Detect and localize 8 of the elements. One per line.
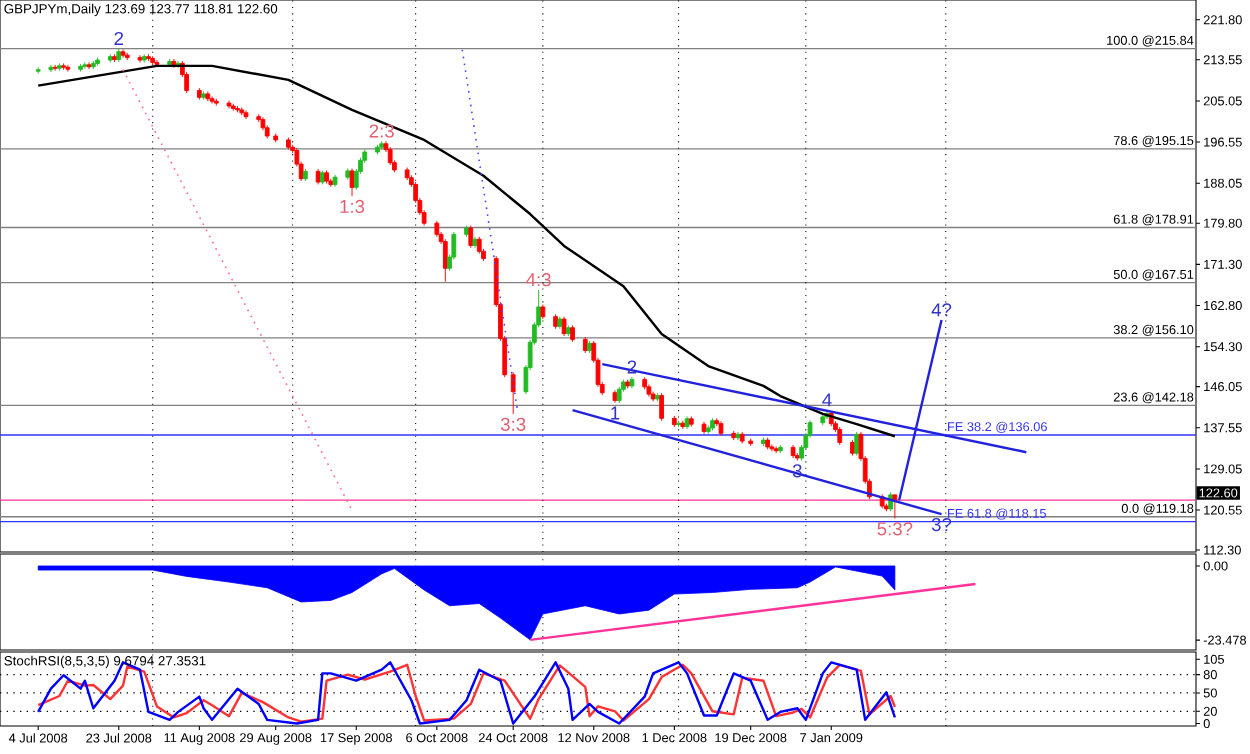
- annotation: 2: [114, 31, 124, 45]
- annotation: 1: [611, 406, 620, 420]
- annotation: 4: [822, 393, 832, 407]
- annotation: 3:3: [500, 417, 526, 431]
- annotation: 1:3: [340, 199, 365, 214]
- annotation: 4?: [931, 303, 952, 317]
- annotation: 5:3?: [877, 522, 913, 536]
- annotation: 2:3: [369, 124, 394, 138]
